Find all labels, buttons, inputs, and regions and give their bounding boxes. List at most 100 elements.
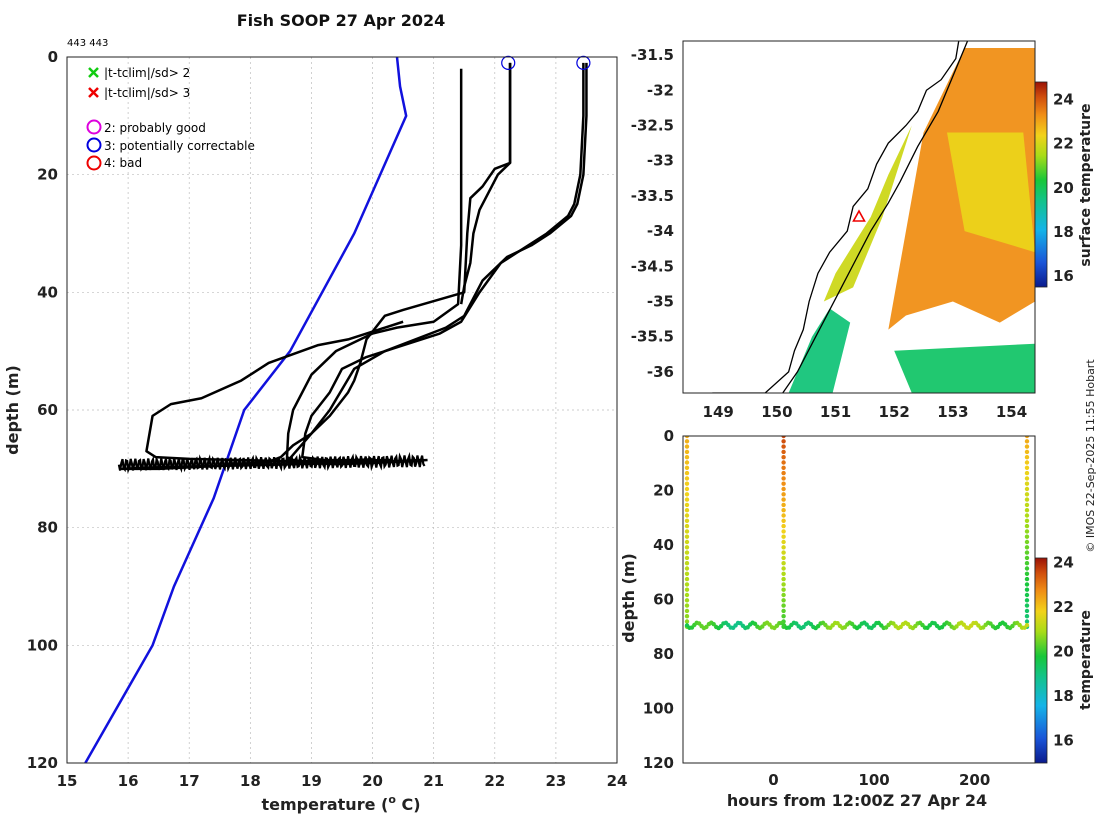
timeseries-point bbox=[684, 555, 690, 561]
map-y-tick: -31.5 bbox=[631, 46, 674, 64]
timeseries-point bbox=[781, 587, 786, 592]
profile-x-tick: 18 bbox=[240, 772, 261, 790]
timeseries-colorbar-label: temperature bbox=[1078, 610, 1094, 710]
profile-x-tick: 21 bbox=[423, 772, 444, 790]
profile-x-tick: 15 bbox=[57, 772, 78, 790]
timeseries-point bbox=[781, 502, 786, 508]
profile-x-label: temperature (o C) bbox=[261, 793, 420, 814]
legend-x-red-icon bbox=[88, 87, 99, 98]
timeseries-point bbox=[1024, 497, 1030, 502]
profile-y-tick: 80 bbox=[37, 519, 58, 537]
timeseries-point bbox=[1024, 486, 1030, 492]
timeseries-point bbox=[1024, 518, 1030, 523]
timeseries-point bbox=[684, 592, 690, 598]
timeseries-point bbox=[849, 621, 855, 627]
timeseries-point bbox=[781, 497, 786, 502]
timeseries-point bbox=[781, 529, 786, 534]
timeseries-y-tick: 40 bbox=[653, 536, 674, 554]
legend-x-green-icon bbox=[88, 67, 99, 78]
sst-region bbox=[823, 125, 912, 302]
timeseries-point bbox=[781, 592, 786, 598]
timeseries-colorbar-tick: 16 bbox=[1053, 732, 1074, 750]
timeseries-point bbox=[1024, 545, 1030, 550]
map-y-tick: -34.5 bbox=[631, 257, 674, 275]
timeseries-point bbox=[1024, 614, 1030, 619]
timeseries-y-tick: 120 bbox=[643, 754, 674, 772]
profile-tick-labels: 15 16 17 18 19 20 21 22 23 24 0 20 40 60 80 100 120 bbox=[27, 48, 628, 790]
profile-title: Fish SOOP 27 Apr 2024 bbox=[237, 11, 446, 30]
sst-region bbox=[947, 132, 1035, 253]
climatology-line-group bbox=[84, 56, 408, 764]
timeseries-point bbox=[684, 608, 690, 614]
map-colorbar-tick: 16 bbox=[1053, 267, 1074, 285]
map-y-tick: -35.5 bbox=[631, 328, 674, 346]
map-x-tick: 151 bbox=[820, 403, 851, 421]
profile-x-tick: 22 bbox=[484, 772, 505, 790]
timeseries-point bbox=[684, 513, 690, 518]
map-coast-lines bbox=[712, 41, 969, 393]
map-colorbar-tick: 20 bbox=[1053, 179, 1074, 197]
timeseries-colorbar-tick: 20 bbox=[1053, 643, 1074, 661]
timeseries-point bbox=[781, 539, 786, 545]
timeseries-colorbar-ticks: 24 22 20 18 16 bbox=[1053, 553, 1074, 749]
timeseries-point bbox=[1024, 623, 1030, 628]
timeseries-point bbox=[1024, 523, 1030, 529]
legend-label-sd3: |t-tclim|/sd> 3 bbox=[104, 86, 190, 100]
timeseries-point bbox=[1024, 513, 1030, 518]
profile-y-label: depth (m) bbox=[3, 365, 22, 455]
timeseries-point bbox=[781, 513, 786, 518]
timeseries-y-tick: 80 bbox=[653, 645, 674, 663]
profile-y-tick: 40 bbox=[37, 283, 58, 301]
legend-label-potentially-correctable: 3: potentially correctable bbox=[104, 139, 255, 153]
climatology-line bbox=[84, 56, 408, 764]
timeseries-point bbox=[704, 624, 709, 630]
timeseries-point bbox=[781, 603, 786, 608]
map-y-tick: -36 bbox=[647, 363, 674, 381]
timeseries-point bbox=[1024, 550, 1030, 555]
timeseries-point bbox=[684, 476, 690, 481]
timeseries-point bbox=[711, 622, 716, 627]
timeseries-y-tick: 60 bbox=[653, 591, 674, 609]
timeseries-point bbox=[752, 621, 758, 626]
flag-markers-group bbox=[501, 55, 591, 70]
timeseries-point bbox=[684, 571, 690, 576]
timeseries-point bbox=[684, 566, 690, 571]
timeseries-point bbox=[781, 555, 786, 561]
map-x-tick: 153 bbox=[937, 403, 968, 421]
timeseries-point bbox=[781, 545, 786, 550]
profile-y-tick: 120 bbox=[27, 754, 58, 772]
timeseries-point bbox=[1024, 476, 1030, 481]
profile-line bbox=[285, 68, 463, 466]
timeseries-point bbox=[684, 545, 690, 550]
timeseries-point bbox=[684, 439, 690, 444]
timeseries-point bbox=[781, 534, 786, 539]
profile-id-label: 443 443 bbox=[67, 38, 108, 49]
timeseries-x-tick: 100 bbox=[858, 771, 889, 789]
timeseries-point bbox=[781, 523, 786, 529]
timeseries-point bbox=[684, 539, 690, 545]
timeseries-point bbox=[684, 449, 690, 455]
profile-x-label-sup: o bbox=[388, 793, 396, 806]
timeseries-point bbox=[1024, 592, 1030, 598]
timeseries-point bbox=[954, 624, 959, 629]
map-chart: 149 150 151 152 153 154 -31.5 -32 -32.5 -33 -33.5 -… bbox=[631, 40, 1094, 421]
legend-label-sd2: |t-tclim|/sd> 2 bbox=[104, 66, 190, 80]
flag-circle-marker bbox=[576, 55, 591, 70]
timeseries-point bbox=[1024, 449, 1030, 455]
timeseries-point bbox=[745, 625, 750, 630]
tow-trace-line bbox=[117, 451, 426, 474]
timeseries-point bbox=[684, 550, 690, 555]
profile-x-label-end: C) bbox=[396, 795, 421, 814]
isobath-line bbox=[782, 41, 969, 393]
timeseries-y-label: depth (m) bbox=[619, 553, 638, 643]
map-colorbar-label: surface temperature bbox=[1078, 103, 1094, 266]
timeseries-point bbox=[1024, 444, 1030, 449]
timeseries-point bbox=[684, 534, 690, 539]
timeseries-point bbox=[781, 436, 786, 439]
map-colorbar-tick: 18 bbox=[1053, 223, 1074, 241]
profile-grid bbox=[66, 56, 618, 764]
timeseries-point bbox=[1024, 603, 1030, 608]
timeseries-point bbox=[781, 449, 786, 455]
credit-text: © IMOS 22-Sep-2025 11:55 Hobart bbox=[1084, 359, 1097, 553]
timeseries-point bbox=[781, 492, 786, 497]
